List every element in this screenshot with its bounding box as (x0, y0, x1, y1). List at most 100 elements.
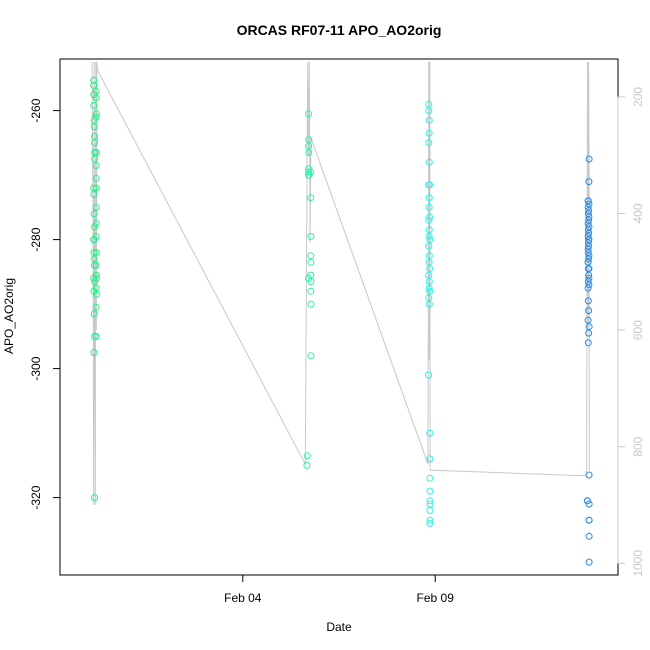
data-point (425, 371, 432, 379)
data-point (585, 200, 593, 208)
data-point (90, 76, 98, 84)
data-point (305, 168, 313, 176)
data-point (307, 194, 315, 202)
data-point (426, 429, 434, 437)
data-point (307, 352, 315, 360)
data-point (585, 516, 593, 524)
data-point (584, 284, 592, 292)
data-point (92, 110, 100, 118)
data-point (585, 155, 593, 163)
data-point (425, 129, 433, 137)
data-point (425, 158, 433, 166)
y-tick-label: -280 (29, 227, 43, 251)
data-point (92, 203, 100, 211)
data-point (426, 474, 434, 482)
data-point (307, 300, 315, 308)
y2-tick-label: 800 (631, 436, 645, 456)
data-point (92, 113, 100, 121)
data-point (307, 232, 315, 240)
x-axis-label: Date (326, 620, 352, 634)
data-point (426, 455, 434, 463)
data-point (584, 316, 592, 324)
data-point (305, 274, 312, 282)
altitude-trace-line (91, 61, 590, 506)
data-point (585, 307, 593, 315)
data-point (585, 223, 593, 231)
data-point (584, 210, 592, 218)
y-tick-label: -320 (29, 485, 43, 509)
data-point (426, 519, 434, 527)
data-point (585, 500, 593, 508)
data-point (425, 232, 433, 240)
data-point (585, 281, 593, 289)
data-point (585, 265, 593, 273)
data-point (585, 255, 593, 263)
data-point (584, 197, 592, 205)
data-point (90, 255, 98, 263)
data-point (425, 216, 433, 224)
data-point (92, 303, 100, 311)
data-point (425, 194, 433, 202)
data-point (425, 116, 433, 124)
data-point (426, 287, 434, 295)
data-point (90, 190, 98, 198)
x-axis: Feb 04 Feb 09 (224, 575, 454, 605)
data-point (90, 310, 98, 318)
data-point (307, 252, 315, 260)
data-point (585, 178, 593, 186)
data-point (92, 174, 100, 182)
data-point (425, 139, 433, 147)
data-point (426, 516, 434, 524)
data-point (585, 329, 593, 337)
data-point (425, 300, 433, 308)
data-point (425, 252, 433, 260)
plot-frame (59, 58, 619, 576)
data-point (305, 136, 313, 144)
y2-tick-label: 200 (631, 87, 645, 107)
altitude-trace-layer (91, 61, 590, 506)
y-tick-label: -300 (29, 356, 43, 380)
x-tick-label: Feb 09 (417, 591, 455, 605)
data-point (303, 461, 311, 469)
y-axis-left: -320 -300 -280 -260 (29, 98, 60, 510)
data-point (90, 123, 98, 131)
data-point (307, 258, 315, 266)
chart-title: ORCAS RF07-11 APO_AO2orig (237, 22, 442, 38)
data-point (426, 265, 434, 273)
data-point (91, 494, 98, 502)
data-point (426, 181, 434, 189)
x-tick-label: Feb 04 (224, 591, 262, 605)
data-points-layer (90, 76, 593, 566)
data-point (584, 278, 592, 285)
data-point (584, 239, 592, 247)
data-point (425, 284, 433, 292)
data-point (425, 278, 433, 285)
data-point (426, 507, 434, 514)
data-point (92, 249, 100, 256)
y2-tick-label: 400 (631, 203, 645, 223)
y2-tick-label: 600 (631, 320, 645, 340)
data-point (585, 558, 593, 566)
data-point (92, 271, 100, 279)
data-point (425, 203, 433, 211)
data-point (92, 220, 100, 227)
data-point (92, 161, 100, 169)
data-point (585, 471, 593, 479)
data-point (92, 290, 100, 298)
data-point (92, 232, 100, 240)
y-tick-label: -260 (29, 98, 43, 122)
data-point (90, 101, 98, 109)
data-point (425, 242, 433, 250)
data-point (90, 349, 98, 356)
data-point (92, 332, 100, 340)
data-point (307, 287, 315, 295)
data-point (583, 497, 591, 505)
data-point (92, 261, 100, 269)
data-point (585, 252, 593, 260)
data-point (426, 497, 434, 505)
y-axis-label: APO_AO2orig (2, 278, 16, 354)
data-point (92, 149, 100, 156)
data-point (584, 339, 592, 347)
data-point (91, 139, 98, 147)
